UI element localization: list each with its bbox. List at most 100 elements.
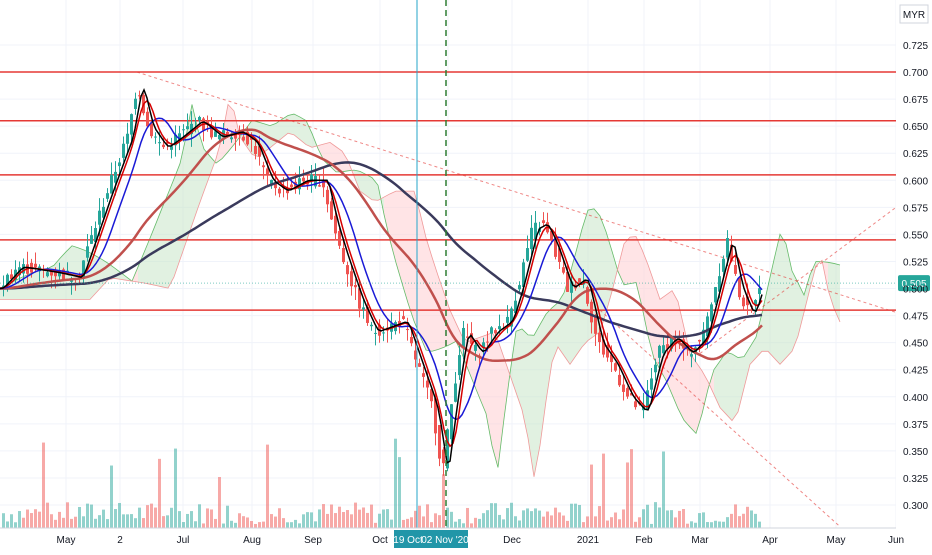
volume-bar: [138, 507, 141, 528]
candle-body: [370, 324, 373, 327]
candle-body: [526, 248, 529, 261]
time-label-12: Apr: [762, 535, 778, 546]
currency-badge[interactable]: [899, 4, 929, 24]
volume-bar: [402, 519, 405, 528]
volume-bar: [338, 506, 341, 528]
volume-bar: [214, 518, 217, 528]
time-label-2: Jul: [177, 535, 190, 546]
volume-bar: [638, 517, 641, 528]
volume-bar: [434, 513, 437, 528]
volume-bar: [302, 514, 305, 528]
price-tick-6: 0.575: [903, 203, 928, 214]
candle-body: [350, 271, 353, 287]
volume-bar: [662, 451, 665, 528]
cloud-segment-23: [138, 104, 216, 289]
price-tick-2: 0.675: [903, 95, 928, 106]
volume-bar: [426, 504, 429, 528]
candle-body: [534, 222, 537, 240]
cloud-segment-53: [318, 142, 354, 176]
volume-bar: [74, 516, 77, 528]
candle-body: [738, 277, 741, 298]
candle-body: [10, 274, 13, 280]
candle-body: [182, 129, 185, 131]
candle-body: [130, 114, 133, 135]
candle-body: [90, 235, 93, 244]
candle-body: [622, 384, 625, 392]
candle-body: [690, 354, 693, 357]
volume-bar: [306, 512, 309, 528]
volume-bar: [566, 520, 569, 528]
volume-bar: [158, 458, 161, 528]
candle-body: [730, 244, 733, 262]
volume-bar: [598, 506, 601, 528]
candle-body: [162, 144, 165, 148]
volume-bar: [14, 522, 17, 528]
volume-bar: [586, 516, 589, 528]
volume-bar: [486, 510, 489, 528]
volume-bar: [298, 523, 301, 528]
price-axis[interactable]: MYR 0.505 0.725 0.700 0.675 0.650 0.625 0.600 0…: [896, 0, 932, 550]
volume-bar: [222, 523, 225, 528]
volume-bar: [294, 519, 297, 528]
candle-body: [666, 344, 669, 349]
volume-bar: [78, 506, 81, 528]
candle-body: [654, 364, 657, 373]
candle-body: [710, 304, 713, 322]
volume-bar: [34, 509, 37, 528]
volume-bar: [414, 510, 417, 528]
volume-bar: [650, 523, 653, 528]
candle-body: [158, 142, 161, 144]
candle-body: [198, 116, 201, 121]
volume-bar: [326, 513, 329, 528]
volume-bar: [546, 511, 549, 528]
volume-bar: [290, 522, 293, 528]
volume-bar: [506, 508, 509, 528]
candle-body: [34, 263, 37, 268]
volume-bar: [750, 510, 753, 528]
candle-body: [550, 230, 553, 240]
crosshair: [0, 0, 896, 528]
cloud-segment-59: [354, 170, 384, 215]
candle-body: [346, 265, 349, 275]
volume-bar: [646, 504, 649, 528]
volume-bar: [226, 505, 229, 528]
time-label-3: Aug: [243, 535, 261, 546]
volume-bar: [578, 504, 581, 528]
candle-body: [754, 300, 757, 305]
volume-bar: [466, 507, 469, 528]
candle-body: [490, 327, 493, 334]
candle-body: [466, 336, 469, 338]
candle-body: [570, 281, 573, 293]
candle-body: [106, 193, 109, 199]
price-tick-10: 0.475: [903, 312, 928, 323]
candle-body: [342, 247, 345, 263]
volume-bar: [230, 520, 233, 528]
volume-bar: [606, 520, 609, 528]
volume-bar: [710, 522, 713, 528]
volume-bar: [162, 516, 165, 528]
candle-body: [746, 296, 749, 306]
candle-body: [70, 280, 73, 282]
candle-body: [702, 329, 705, 343]
volume-bar: [418, 505, 421, 528]
candle-body: [726, 238, 729, 258]
candle-body: [734, 265, 737, 274]
volume-bar: [266, 444, 269, 528]
last-price-label: 0.505: [901, 279, 926, 290]
volume-bar: [186, 513, 189, 528]
candle-body: [82, 260, 85, 278]
price-tick-9: 0.500: [903, 285, 928, 296]
volume-bar: [562, 515, 565, 528]
volume-bar: [150, 503, 153, 528]
candle-body: [578, 278, 581, 283]
price-tick-5: 0.600: [903, 176, 928, 187]
candle-body: [634, 401, 637, 408]
volume-bar: [706, 522, 709, 528]
candle-body: [510, 308, 513, 327]
candle-body: [46, 272, 49, 277]
volume-bar: [342, 512, 345, 528]
candle-body: [318, 185, 321, 187]
